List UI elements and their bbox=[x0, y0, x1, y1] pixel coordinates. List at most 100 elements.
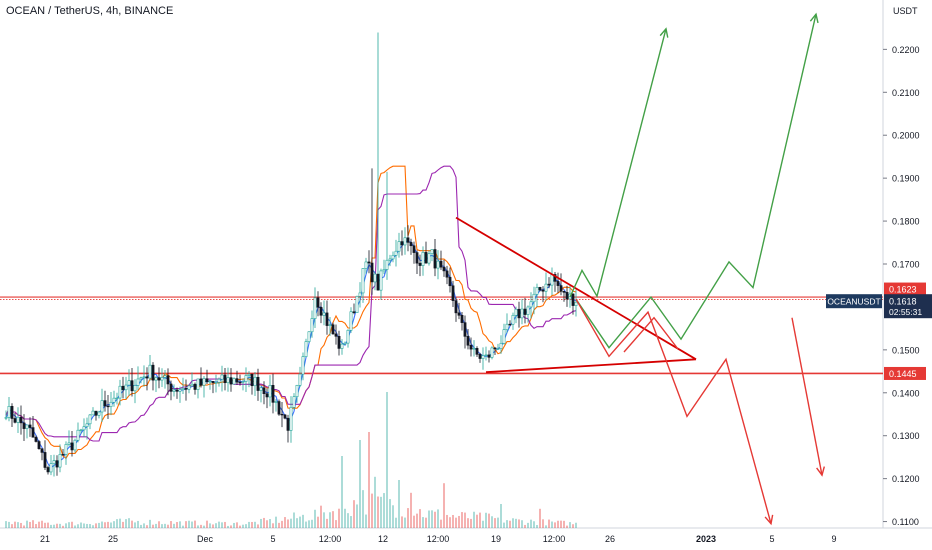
candle-body bbox=[157, 377, 161, 381]
volume-bar bbox=[416, 513, 418, 528]
time-tick-label: 12:00 bbox=[543, 534, 566, 544]
volume-bar bbox=[128, 518, 130, 528]
candle-body bbox=[112, 397, 116, 403]
volume-bar bbox=[188, 520, 190, 528]
candle-body bbox=[349, 311, 353, 331]
candle-body bbox=[352, 311, 356, 313]
candle-body bbox=[325, 312, 329, 326]
volume-bar bbox=[41, 520, 43, 528]
candle-body bbox=[214, 382, 218, 384]
volume-bar bbox=[350, 516, 352, 528]
volume-bar bbox=[173, 523, 175, 528]
volume-bar bbox=[98, 522, 100, 528]
volume-bar bbox=[119, 518, 121, 528]
volume-bar bbox=[455, 517, 457, 528]
candle-body bbox=[160, 377, 164, 381]
volume-bar bbox=[218, 521, 220, 528]
volume-bar bbox=[230, 525, 232, 528]
candle-body bbox=[70, 442, 74, 451]
candle-body bbox=[13, 418, 17, 423]
candle-body bbox=[31, 427, 35, 438]
candle-body bbox=[64, 444, 68, 455]
candle-body bbox=[178, 389, 182, 392]
candle-body bbox=[556, 281, 560, 286]
volume-bar bbox=[191, 521, 193, 528]
candle-body bbox=[67, 442, 71, 445]
volume-bar bbox=[224, 521, 226, 528]
volume-bar bbox=[179, 521, 181, 528]
volume-bar bbox=[122, 521, 124, 528]
triangle-upper-line bbox=[455, 216, 697, 361]
candle-body bbox=[73, 439, 77, 451]
volume-bar bbox=[80, 522, 82, 528]
candle-body bbox=[424, 252, 428, 264]
candle-body bbox=[346, 329, 350, 344]
candle-body bbox=[526, 306, 530, 315]
candle-body bbox=[28, 424, 32, 428]
candle-body bbox=[7, 406, 11, 418]
candle-body bbox=[355, 296, 359, 313]
volume-bar bbox=[413, 515, 415, 528]
volume-bar bbox=[320, 505, 322, 528]
volume-bar bbox=[380, 496, 382, 528]
volume-bar bbox=[452, 514, 454, 528]
candle-body bbox=[229, 377, 233, 385]
candle-body bbox=[10, 406, 14, 419]
time-tick-label: 25 bbox=[108, 534, 118, 544]
volume-bar bbox=[287, 519, 289, 528]
volume-bar bbox=[71, 521, 73, 528]
volume-bar bbox=[404, 517, 406, 528]
volume-bar bbox=[467, 518, 469, 528]
price-tick-label: 0.2200 bbox=[892, 45, 920, 55]
volume-bar bbox=[494, 518, 496, 528]
candle-body bbox=[379, 270, 383, 291]
volume-bar bbox=[95, 523, 97, 528]
candle-body bbox=[37, 441, 41, 449]
candle-body bbox=[262, 387, 266, 394]
volume-bar bbox=[572, 524, 574, 528]
volume-bar bbox=[422, 517, 424, 528]
bearish-projection-segment bbox=[623, 316, 679, 353]
volume-bar bbox=[92, 525, 94, 528]
candle-body bbox=[34, 436, 38, 442]
candle-body bbox=[298, 373, 302, 386]
triangle-pattern bbox=[455, 216, 697, 374]
volume-bar bbox=[503, 522, 505, 528]
volume-bar bbox=[293, 512, 295, 528]
candle-body bbox=[400, 241, 404, 246]
volume-bar bbox=[338, 508, 340, 528]
candle-body bbox=[337, 336, 341, 349]
price-tick-label: 0.1700 bbox=[892, 260, 920, 270]
candle-body bbox=[301, 356, 305, 375]
candle-body bbox=[232, 378, 236, 385]
candle-body bbox=[541, 289, 545, 292]
candle-body bbox=[469, 344, 473, 350]
candle-body bbox=[496, 348, 500, 350]
candle-body bbox=[373, 273, 377, 283]
candle-body bbox=[445, 270, 449, 278]
candle-body bbox=[382, 269, 386, 272]
volume-bar bbox=[569, 522, 571, 528]
symbol-label-box bbox=[826, 294, 882, 309]
candle-body bbox=[436, 260, 440, 269]
volume-bar bbox=[542, 519, 544, 528]
candle-body bbox=[331, 324, 335, 335]
volume-bar bbox=[29, 521, 31, 528]
volume-bar bbox=[206, 520, 208, 528]
volume-bar bbox=[515, 518, 517, 528]
volume-bar bbox=[344, 508, 346, 528]
candle-body bbox=[457, 312, 461, 316]
candle-body bbox=[190, 383, 194, 387]
volume-bar bbox=[509, 520, 511, 528]
volume-bar bbox=[314, 509, 316, 528]
candle-body bbox=[133, 385, 137, 392]
candle-body bbox=[97, 411, 101, 416]
volume-bar bbox=[353, 500, 355, 528]
time-tick-label: 12 bbox=[378, 534, 388, 544]
candle-body bbox=[514, 308, 518, 316]
volume-bar bbox=[251, 521, 253, 528]
candle-body bbox=[463, 322, 467, 337]
volume-bar bbox=[89, 524, 91, 528]
